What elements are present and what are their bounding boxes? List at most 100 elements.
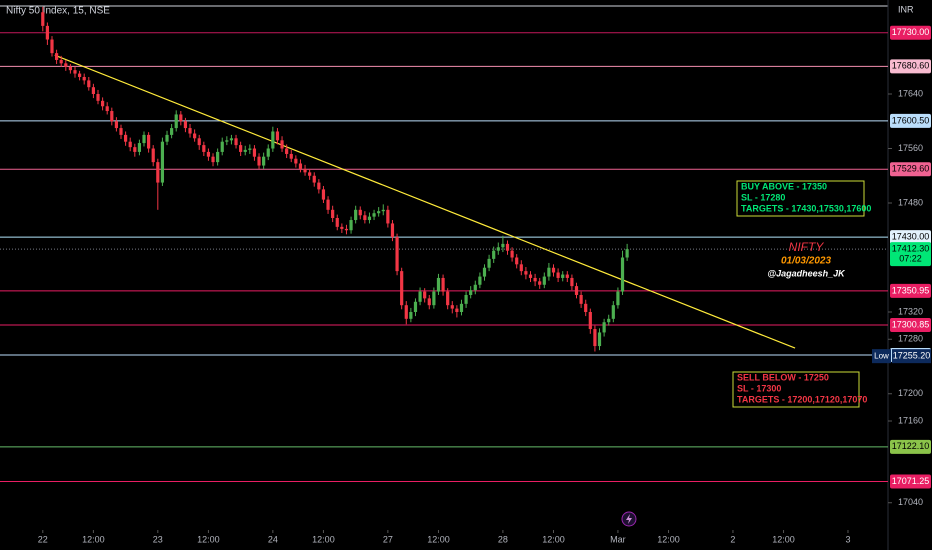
candle-body [588, 312, 592, 330]
candle-body [220, 141, 224, 152]
y-tick-label: 17320 [898, 306, 923, 316]
x-tick-label: 2 [730, 534, 735, 544]
candle-body [542, 276, 546, 285]
candle-body [252, 148, 257, 157]
candle-body [41, 12, 45, 26]
candle-body [492, 250, 496, 259]
candle-body [354, 209, 358, 221]
candle-body [556, 272, 560, 278]
y-tick-label: 17480 [898, 197, 923, 207]
candle-body [501, 243, 505, 248]
candle-body [160, 141, 165, 183]
y-tick-label: 17160 [898, 415, 923, 425]
candle-body [450, 305, 454, 309]
candle-body [211, 156, 215, 163]
candle-body [308, 172, 312, 176]
candle-body [528, 274, 533, 278]
candle-body [409, 312, 413, 319]
candle-body [317, 182, 321, 190]
candle-body [202, 145, 206, 152]
candle-body [105, 106, 109, 112]
candle-body [110, 111, 114, 122]
candle-body [496, 247, 500, 251]
candle-body [616, 291, 620, 306]
low-tag: Low [874, 351, 889, 360]
candle-body [593, 329, 597, 347]
candle-body [64, 63, 68, 67]
candle-body [505, 243, 510, 251]
event-bolt [626, 514, 632, 524]
candle-body [257, 156, 261, 166]
candle-body [225, 140, 229, 142]
note-line: SELL BELOW - 17250 [737, 372, 829, 382]
level-label-box [890, 283, 931, 298]
level-label-box [890, 162, 931, 177]
countdown: 07:22 [899, 254, 922, 264]
candle-body [294, 158, 298, 164]
note-box [732, 371, 860, 408]
x-tick-label: 22 [38, 534, 48, 544]
note-line: BUY ABOVE - 17350 [741, 181, 827, 191]
level-label: 17300.85 [892, 319, 930, 329]
candle-body [239, 145, 243, 152]
candle-body [432, 291, 436, 306]
candle-body [367, 216, 372, 221]
currency: INR [898, 4, 914, 14]
candle-body [349, 220, 353, 231]
candle-body [216, 151, 220, 163]
x-tick-label: 28 [498, 534, 508, 544]
candle-body [170, 128, 174, 135]
candle-body [82, 76, 86, 81]
candle-body [262, 156, 266, 166]
candle-body [142, 134, 146, 144]
candle-body [459, 303, 464, 313]
candle-body [193, 133, 197, 139]
note-line: TARGETS - 17430,17530,17600 [741, 203, 871, 213]
note-line: TARGETS - 17200,17120,17070 [737, 394, 867, 404]
candle-body [487, 258, 491, 268]
candle-body [464, 294, 468, 304]
signature-line: @Jagadheesh_JK [767, 268, 846, 278]
x-tick-label: 12:00 [657, 534, 680, 544]
candle-body [547, 267, 551, 277]
signature-line: NIFTY [789, 240, 825, 254]
x-tick-label: Mar [610, 534, 626, 544]
candle-body [243, 149, 247, 152]
candle-body [101, 100, 105, 107]
candle-body [147, 134, 151, 149]
x-tick-label: 12:00 [197, 534, 220, 544]
level-label: 17600.50 [892, 115, 930, 125]
x-tick-label: 27 [383, 534, 393, 544]
level-label: 17430.00 [892, 231, 930, 241]
low-label: 17255.20 [893, 351, 931, 361]
candle-body [482, 267, 487, 277]
note-line: SL - 17300 [737, 383, 781, 393]
candle-body [275, 131, 280, 141]
candle-body [174, 114, 178, 129]
candle-body [418, 291, 422, 302]
candle-body [326, 199, 330, 210]
y-tick-label: 17640 [898, 88, 923, 98]
x-tick-label: 12:00 [427, 534, 450, 544]
level-label: 17122.10 [892, 441, 930, 451]
last-price-label: 17412.30 [892, 244, 930, 254]
x-tick-label: 24 [268, 534, 278, 544]
level-label: 17350.95 [892, 285, 930, 295]
candle-body [455, 308, 459, 313]
candle-body [128, 141, 132, 148]
candle-body [510, 250, 514, 258]
candle-body [165, 134, 169, 142]
candle-body [620, 257, 625, 292]
level-label: 17529.60 [892, 164, 930, 174]
candle-body [436, 277, 441, 292]
candle-body [73, 70, 77, 74]
candle-body [386, 209, 390, 224]
candle-body [335, 217, 339, 227]
x-tick-label: 3 [845, 534, 850, 544]
level-label-box [890, 439, 931, 454]
candle-body [96, 94, 100, 101]
x-tick-label: 23 [153, 534, 163, 544]
candle-body [289, 153, 293, 159]
candle-body [358, 209, 362, 216]
